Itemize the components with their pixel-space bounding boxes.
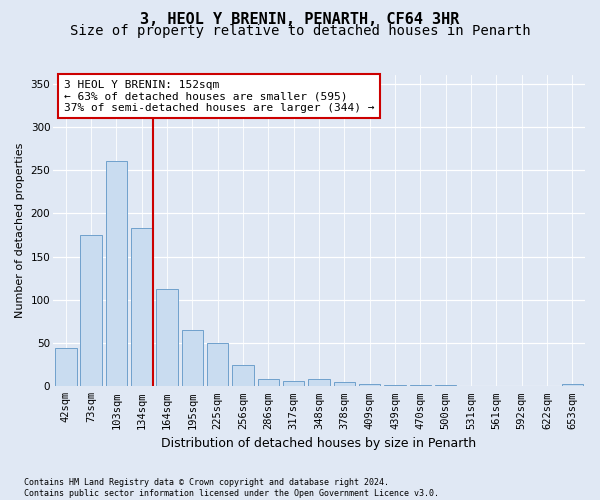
Bar bbox=[308, 380, 330, 386]
Bar bbox=[55, 348, 77, 387]
Bar bbox=[182, 330, 203, 386]
Bar bbox=[80, 235, 102, 386]
Text: 3, HEOL Y BRENIN, PENARTH, CF64 3HR: 3, HEOL Y BRENIN, PENARTH, CF64 3HR bbox=[140, 12, 460, 28]
Text: Size of property relative to detached houses in Penarth: Size of property relative to detached ho… bbox=[70, 24, 530, 38]
Bar bbox=[257, 380, 279, 386]
Text: 3 HEOL Y BRENIN: 152sqm
← 63% of detached houses are smaller (595)
37% of semi-d: 3 HEOL Y BRENIN: 152sqm ← 63% of detache… bbox=[64, 80, 374, 113]
Text: Contains HM Land Registry data © Crown copyright and database right 2024.
Contai: Contains HM Land Registry data © Crown c… bbox=[24, 478, 439, 498]
Bar bbox=[232, 364, 254, 386]
Bar bbox=[131, 228, 152, 386]
Bar bbox=[106, 162, 127, 386]
Bar bbox=[157, 288, 178, 386]
X-axis label: Distribution of detached houses by size in Penarth: Distribution of detached houses by size … bbox=[161, 437, 476, 450]
Bar bbox=[359, 384, 380, 386]
Bar bbox=[207, 343, 229, 386]
Bar bbox=[283, 381, 304, 386]
Bar bbox=[562, 384, 583, 386]
Bar bbox=[334, 382, 355, 386]
Y-axis label: Number of detached properties: Number of detached properties bbox=[15, 143, 25, 318]
Bar bbox=[384, 384, 406, 386]
